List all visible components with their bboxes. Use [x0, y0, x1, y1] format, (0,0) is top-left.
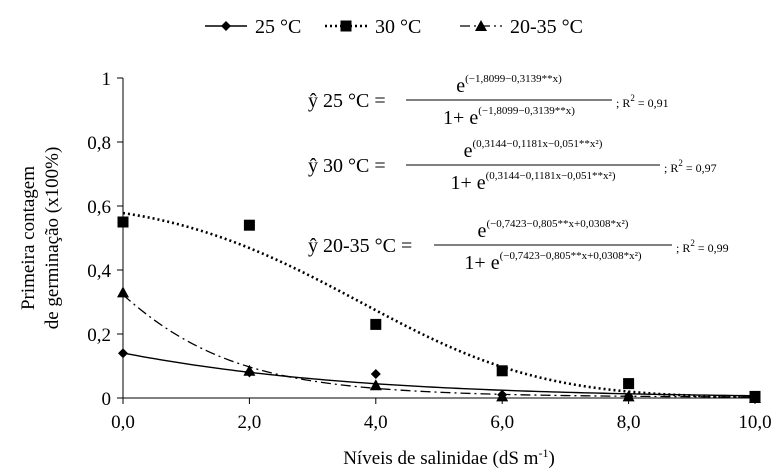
fit-curve — [122, 294, 756, 398]
data-point-diamond — [370, 369, 381, 379]
equation-numerator: e(−0,7423−0,805**x+0,0308*x²) — [478, 218, 629, 242]
data-point-square — [370, 318, 382, 330]
data-point-triangle — [369, 379, 382, 391]
fit-curves — [122, 211, 756, 399]
equation: ŷ 25 °C = e(−1,8099−0,3139**x) 1+ e(−1,809… — [308, 73, 669, 129]
x-tick-label: 4,0 — [364, 412, 388, 433]
x-tick-label: 2,0 — [238, 412, 262, 433]
y-tick-label: 0,8 — [87, 133, 111, 154]
legend: 25 °C 30 °C 20-35 °C — [205, 16, 583, 38]
data-point-diamond — [118, 348, 128, 359]
data-point-triangle — [749, 392, 761, 403]
equation-lhs: ŷ 20-35 °C = — [308, 235, 412, 257]
regression-equations: ŷ 25 °C = e(−1,8099−0,3139**x) 1+ e(−1,809… — [308, 73, 729, 274]
y-axis-title-line1: Primeira contagem — [18, 166, 39, 310]
equation-denominator: 1+ e(−0,7423−0,805**x+0,0308*x²) — [464, 250, 641, 274]
legend-marker-square — [340, 20, 352, 32]
x-tick-label: 6,0 — [490, 412, 514, 433]
legend-label: 25 °C — [255, 16, 301, 38]
legend-marker-triangle — [475, 20, 487, 31]
equation-numerator: e(−1,8099−0,3139**x) — [456, 73, 562, 97]
data-point-triangle — [243, 364, 256, 376]
equation-r2: ; R2 = 0,99 — [676, 238, 729, 255]
data-point-square — [623, 378, 635, 390]
legend-item: 20-35 °C — [460, 16, 583, 38]
equation-r2: ; R2 = 0,91 — [616, 93, 669, 110]
x-tick-label: 0,0 — [111, 412, 135, 433]
legend-item: 25 °C — [205, 16, 301, 38]
fit-curve — [122, 211, 756, 399]
legend-label: 30 °C — [375, 16, 421, 38]
data-point-square — [243, 219, 255, 231]
data-point-triangle — [117, 286, 129, 298]
equation-lhs: ŷ 30 °C = — [308, 155, 386, 177]
axes: 00,20,40,60,810,0 2,0 4,0 6,0 8,0 10,0Níveis … — [18, 69, 772, 469]
equation-denominator: 1+ e(−1,8099−0,3139**x) — [443, 105, 575, 129]
y-axis-title: Primeira contagem de germinação (x100%) — [18, 147, 63, 330]
data-point-square — [117, 216, 129, 228]
legend-item: 30 °C — [325, 16, 421, 38]
data-point-triangle — [622, 390, 635, 402]
equation-r2: ; R2 = 0,97 — [664, 158, 717, 175]
y-axis-title-line2: de germinação (x100%) — [42, 147, 63, 330]
equation: ŷ 20-35 °C = e(−0,7423−0,805**x+0,0308*x²… — [308, 218, 729, 274]
y-tick-label: 0 — [102, 389, 112, 410]
equation-denominator: 1+ e(0,3144−0,1181x−0,051**x²) — [450, 170, 615, 194]
y-tick-label: 0,2 — [87, 325, 111, 346]
y-tick-label: 1 — [102, 69, 112, 90]
legend-label: 20-35 °C — [510, 16, 583, 38]
y-tick-label: 0,4 — [87, 261, 111, 282]
data-points — [117, 216, 761, 403]
legend-marker-diamond — [221, 21, 231, 31]
equation-numerator: e(0,3144−0,1181x−0,051**x²) — [464, 138, 603, 162]
data-point-square — [496, 365, 508, 377]
x-axis-title: Níveis de salinidae (dS m-1) — [343, 446, 555, 469]
data-point-triangle — [496, 390, 509, 402]
x-tick-label: 8,0 — [617, 412, 641, 433]
x-tick-label: 10,0 — [738, 412, 771, 433]
equation-lhs: ŷ 25 °C = — [308, 90, 386, 112]
y-tick-label: 0,6 — [87, 197, 111, 218]
fit-curve — [122, 352, 756, 397]
equation: ŷ 30 °C = e(0,3144−0,1181x−0,051**x²) 1+ e… — [308, 138, 717, 194]
